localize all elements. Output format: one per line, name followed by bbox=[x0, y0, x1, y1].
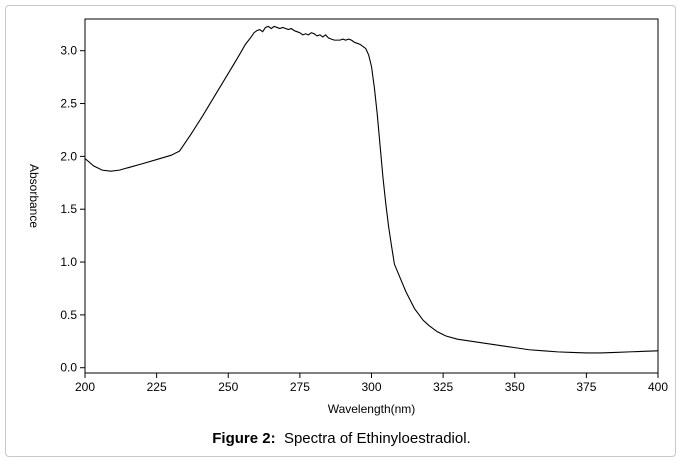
x-axis-title: Wavelength(nm) bbox=[328, 402, 416, 416]
y-axis-title: Absorbance bbox=[27, 164, 41, 228]
absorbance-line bbox=[84, 25, 659, 354]
figure-caption-text: Spectra of Ethinyloestradiol. bbox=[283, 430, 471, 447]
x-tick-label: 200 bbox=[75, 380, 95, 394]
x-tick-label: 325 bbox=[433, 380, 453, 394]
x-tick-label: 400 bbox=[648, 380, 668, 394]
figure-caption: Figure 2: Spectra of Ethinyloestradiol. bbox=[0, 430, 683, 447]
y-axis: 0.0 0.5 1.0 1.5 2.0 2.5 3.0 bbox=[60, 44, 85, 375]
y-tick-label: 3.0 bbox=[60, 44, 77, 58]
y-tick-label: 2.0 bbox=[60, 149, 77, 163]
x-tick-label: 275 bbox=[290, 380, 310, 394]
y-tick-label: 1.5 bbox=[60, 202, 77, 216]
plot-area bbox=[84, 18, 659, 374]
y-tick-label: 2.5 bbox=[60, 97, 77, 111]
x-tick-label: 300 bbox=[361, 380, 381, 394]
y-tick-label: 0.5 bbox=[60, 308, 77, 322]
y-tick-label: 0.0 bbox=[60, 361, 77, 375]
x-tick-label: 225 bbox=[147, 380, 167, 394]
x-tick-label: 250 bbox=[218, 380, 238, 394]
x-tick-label: 350 bbox=[505, 380, 525, 394]
spectrum-chart: 200 225 250 275 300 325 350 375 400 0.0 0.5 1.0 1.5… bbox=[27, 18, 668, 416]
x-axis: 200 225 250 275 300 325 350 375 400 bbox=[75, 373, 668, 394]
y-tick-label: 1.0 bbox=[60, 255, 77, 269]
figure-number: Figure 2: bbox=[212, 430, 276, 447]
figure-frame bbox=[5, 5, 676, 457]
x-tick-label: 375 bbox=[576, 380, 596, 394]
